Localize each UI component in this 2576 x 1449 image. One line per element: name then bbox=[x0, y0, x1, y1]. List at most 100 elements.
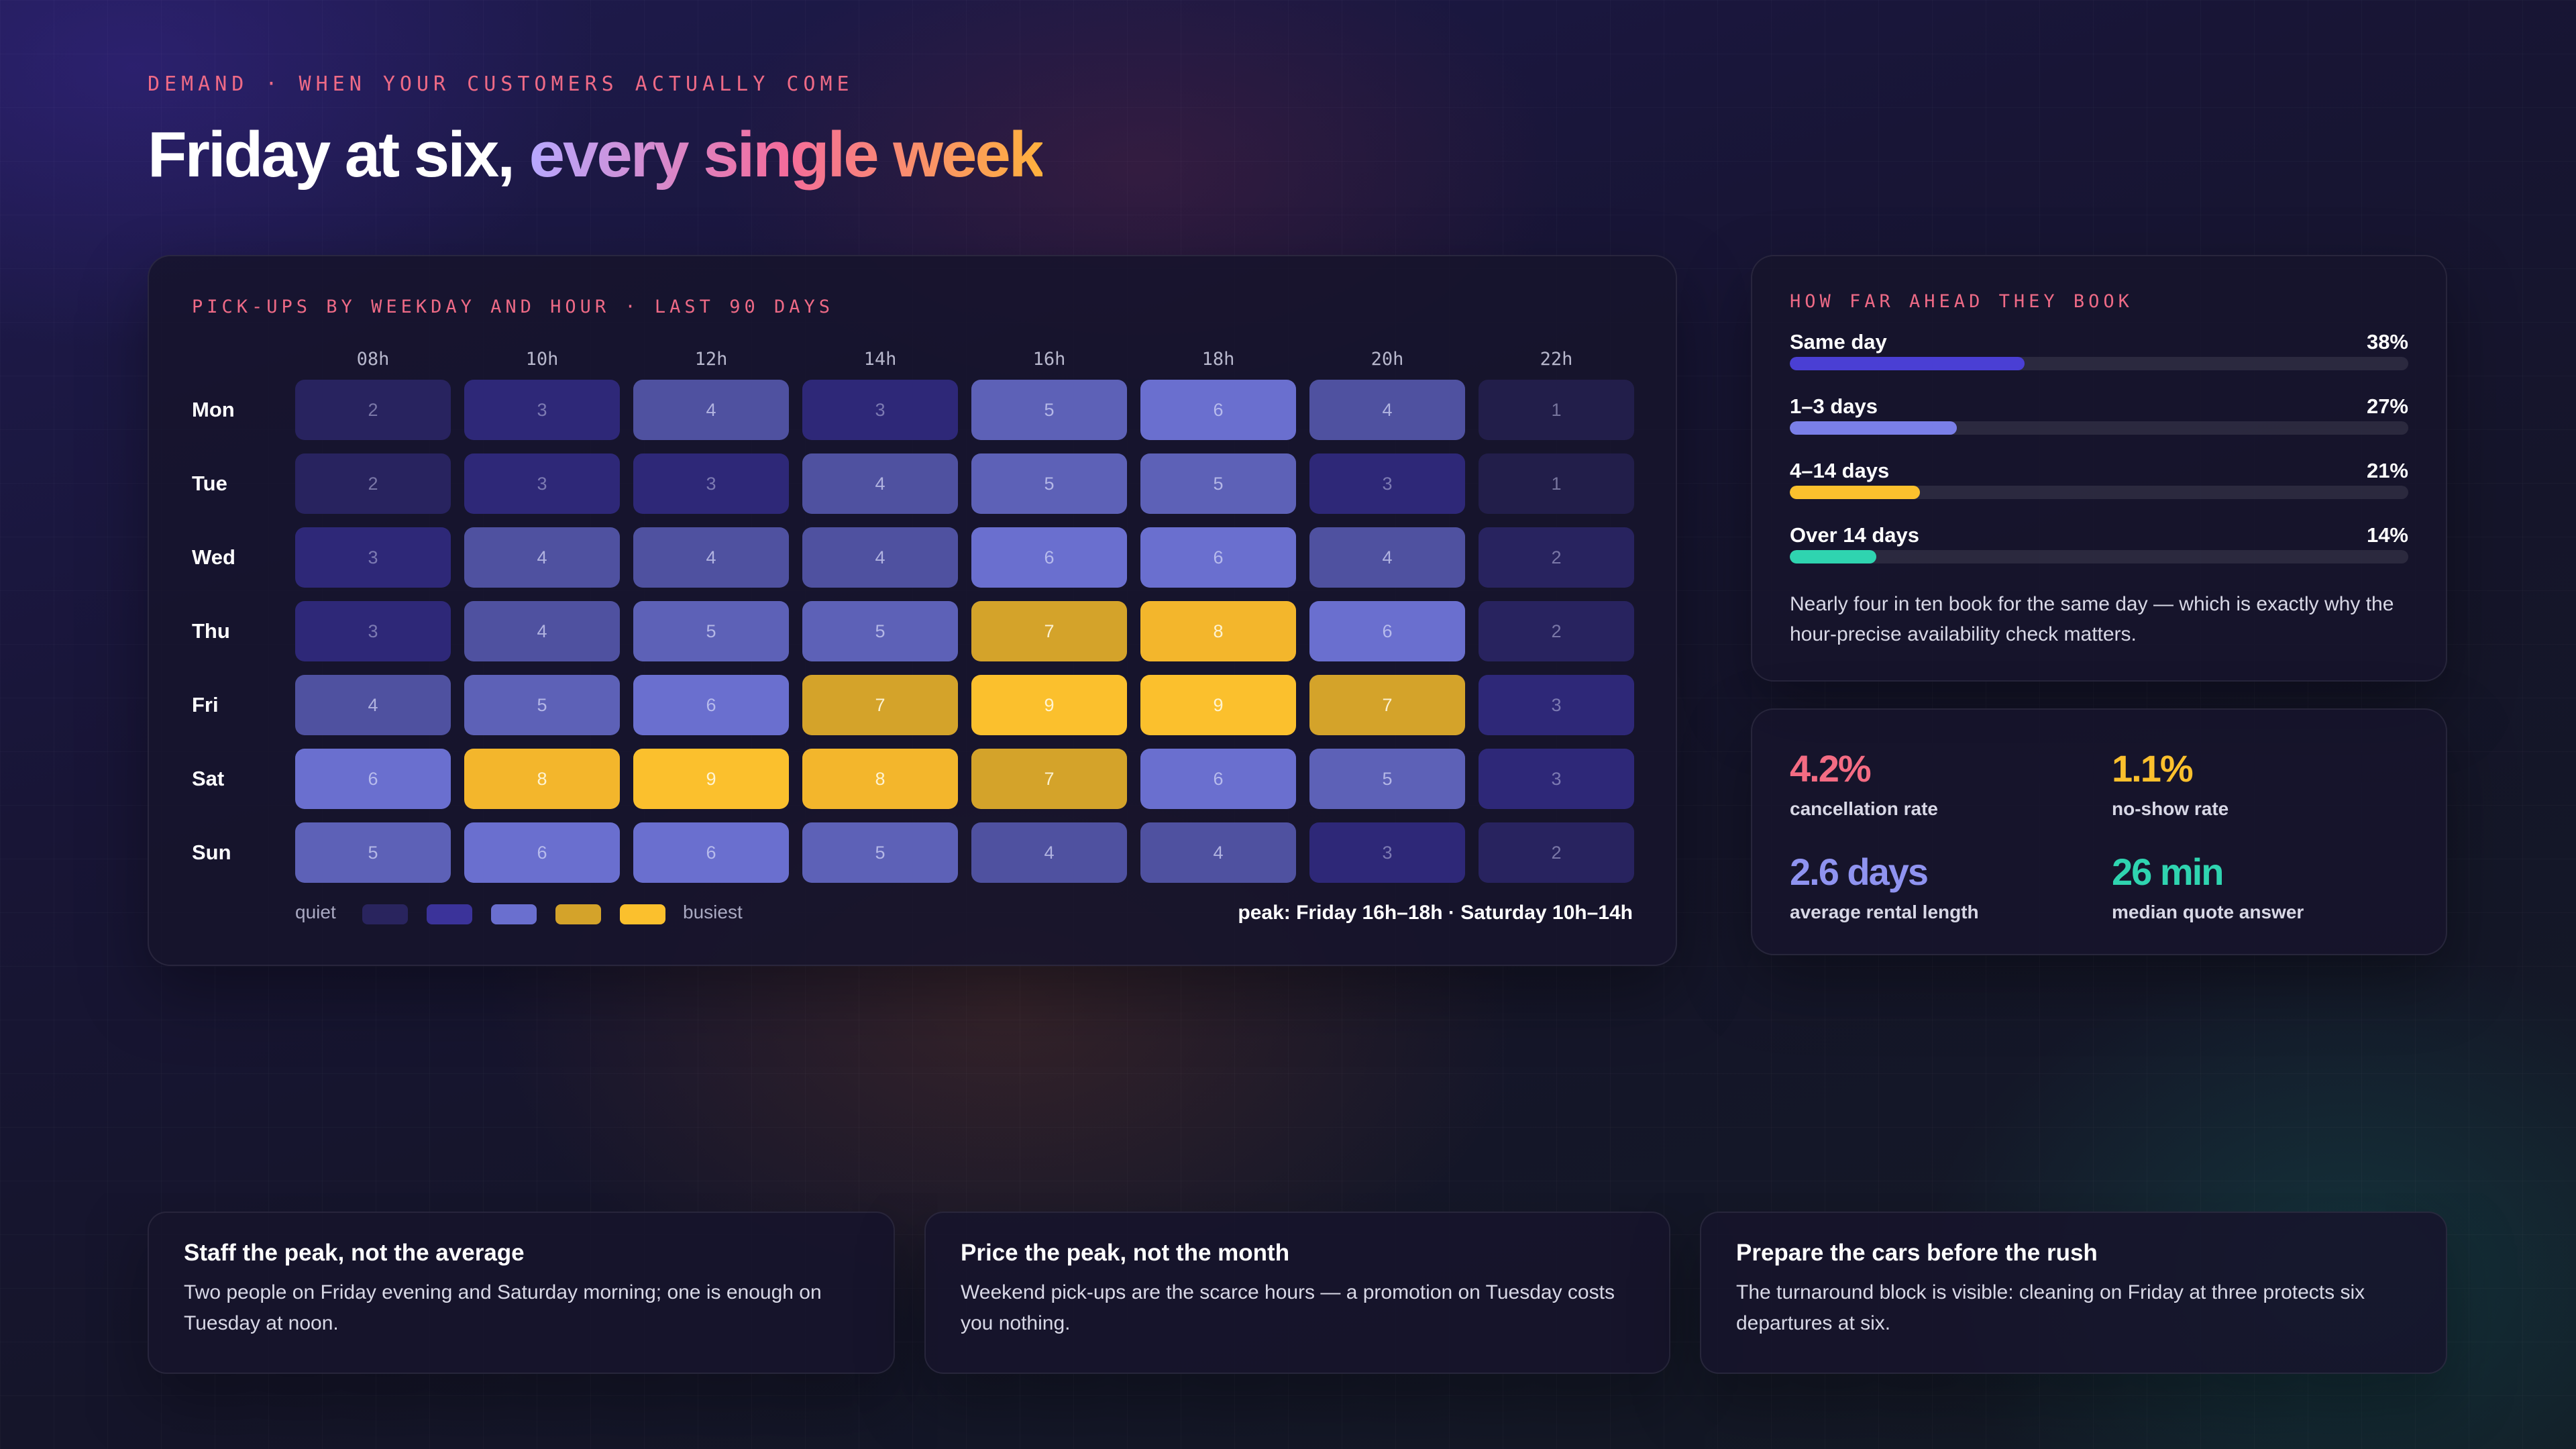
stat-quote-answer: 26 min median quote answer bbox=[2112, 853, 2304, 923]
heatmap-cell: 2 bbox=[1479, 527, 1634, 588]
heatmap-cell: 4 bbox=[1309, 380, 1465, 440]
heatmap-cell: 8 bbox=[1140, 601, 1296, 661]
stat-label: no-show rate bbox=[2112, 798, 2229, 819]
stat-rental-length: 2.6 days average rental length bbox=[1790, 853, 1979, 923]
heatmap-cell: 6 bbox=[633, 675, 789, 735]
tip-card-staff: Staff the peak, not the average Two peop… bbox=[148, 1212, 895, 1374]
heatmap-cell: 5 bbox=[971, 453, 1127, 514]
heatmap-cell: 3 bbox=[1479, 749, 1634, 809]
heatmap-cell: 1 bbox=[1479, 380, 1634, 440]
heatmap-cell: 3 bbox=[1309, 453, 1465, 514]
stat-label: cancellation rate bbox=[1790, 798, 1938, 819]
heatmap-title: PICK-UPS BY WEEKDAY AND HOUR · LAST 90 D… bbox=[192, 297, 834, 317]
booking-track bbox=[1790, 421, 2408, 435]
legend-swatch bbox=[427, 904, 472, 924]
hour-label: 16h bbox=[1032, 349, 1066, 370]
booking-row: Over 14 days 14% bbox=[1790, 523, 2408, 577]
heatmap-cell: 6 bbox=[1140, 749, 1296, 809]
day-label: Fri bbox=[192, 693, 219, 716]
heatmap-cell: 4 bbox=[464, 601, 620, 661]
stat-value: 1.1% bbox=[2112, 747, 2194, 790]
booking-title: HOW FAR AHEAD THEY BOOK bbox=[1790, 291, 2133, 312]
heatmap-cell: 5 bbox=[802, 601, 958, 661]
heatmap-cell: 3 bbox=[633, 453, 789, 514]
booking-row: Same day 38% bbox=[1790, 330, 2408, 384]
hour-label: 12h bbox=[694, 349, 728, 370]
page-headline: Friday at six, every single week bbox=[148, 119, 1045, 191]
stat-value: 26 min bbox=[2112, 851, 2224, 893]
day-label: Tue bbox=[192, 472, 227, 495]
heatmap-cell: 2 bbox=[295, 453, 451, 514]
booking-row: 4–14 days 21% bbox=[1790, 459, 2408, 513]
heatmap-cell: 3 bbox=[295, 527, 451, 588]
heatmap-cell: 3 bbox=[295, 601, 451, 661]
tip-body: Weekend pick-ups are the scarce hours — … bbox=[961, 1281, 1615, 1334]
stat-no-show: 1.1% no-show rate bbox=[2112, 750, 2229, 820]
heatmap-cell: 4 bbox=[633, 527, 789, 588]
booking-percent: 14% bbox=[2366, 523, 2408, 547]
legend-low-label: quiet bbox=[295, 902, 336, 922]
heatmap-cell: 4 bbox=[802, 527, 958, 588]
booking-fill bbox=[1790, 486, 1920, 499]
heatmap-cell: 5 bbox=[464, 675, 620, 735]
tip-title: Prepare the cars before the rush bbox=[1736, 1240, 2098, 1266]
heatmap-cell: 3 bbox=[464, 380, 620, 440]
heatmap-cell: 5 bbox=[1309, 749, 1465, 809]
heatmap-cell: 5 bbox=[633, 601, 789, 661]
booking-fill bbox=[1790, 550, 1877, 564]
legend-high-label: busiest bbox=[683, 902, 743, 922]
tip-card-price: Price the peak, not the month Weekend pi… bbox=[924, 1212, 1670, 1374]
day-label: Sat bbox=[192, 767, 225, 790]
stat-label: average rental length bbox=[1790, 902, 1979, 922]
heatmap-cell: 3 bbox=[464, 453, 620, 514]
booking-label: 4–14 days bbox=[1790, 459, 1890, 482]
heatmap-cell: 7 bbox=[971, 749, 1127, 809]
booking-percent: 21% bbox=[2366, 459, 2408, 482]
booking-percent: 38% bbox=[2366, 330, 2408, 354]
stat-cancellation: 4.2% cancellation rate bbox=[1790, 750, 1938, 820]
heatmap-cell: 8 bbox=[464, 749, 620, 809]
heatmap-cell: 6 bbox=[464, 822, 620, 883]
booking-label: Same day bbox=[1790, 330, 1887, 354]
section-eyebrow: DEMAND · WHEN YOUR CUSTOMERS ACTUALLY CO… bbox=[148, 72, 854, 96]
heatmap-cell: 7 bbox=[971, 601, 1127, 661]
heatmap-cell: 3 bbox=[802, 380, 958, 440]
heatmap-cell: 4 bbox=[295, 675, 451, 735]
booking-fill bbox=[1790, 421, 1957, 435]
legend-swatch bbox=[491, 904, 537, 924]
heatmap-cell: 3 bbox=[1479, 675, 1634, 735]
stats-card: 4.2% cancellation rate 1.1% no-show rate… bbox=[1751, 708, 2447, 955]
day-label: Wed bbox=[192, 545, 235, 569]
hour-label: 18h bbox=[1201, 349, 1235, 370]
booking-fill bbox=[1790, 357, 2025, 370]
heatmap-cell: 6 bbox=[633, 822, 789, 883]
day-label: Thu bbox=[192, 619, 230, 643]
stat-value: 4.2% bbox=[1790, 747, 1872, 790]
headline-gradient: every single week bbox=[529, 119, 1045, 191]
booking-horizon-card: HOW FAR AHEAD THEY BOOK Same day 38% 1–3 d… bbox=[1751, 255, 2447, 682]
heatmap-cell: 2 bbox=[1479, 601, 1634, 661]
booking-note: Nearly four in ten book for the same day… bbox=[1790, 593, 2394, 645]
tip-card-prepare: Prepare the cars before the rush The tur… bbox=[1700, 1212, 2447, 1374]
booking-percent: 27% bbox=[2366, 394, 2408, 418]
heatmap-cell: 6 bbox=[1140, 380, 1296, 440]
heatmap-cell: 7 bbox=[802, 675, 958, 735]
heatmap-cell: 9 bbox=[1140, 675, 1296, 735]
day-label: Sun bbox=[192, 841, 231, 864]
heatmap-cell: 1 bbox=[1479, 453, 1634, 514]
heatmap-cell: 4 bbox=[802, 453, 958, 514]
peak-note: peak: Friday 16h–18h · Saturday 10h–14h bbox=[1238, 902, 1633, 924]
heatmap-cell: 5 bbox=[971, 380, 1127, 440]
booking-track bbox=[1790, 357, 2408, 370]
heatmap-cell: 4 bbox=[1309, 527, 1465, 588]
tip-body: Two people on Friday evening and Saturda… bbox=[184, 1281, 822, 1334]
heatmap-cell: 9 bbox=[971, 675, 1127, 735]
heatmap-cell: 6 bbox=[295, 749, 451, 809]
heatmap-cell: 5 bbox=[1140, 453, 1296, 514]
hour-label: 20h bbox=[1371, 349, 1404, 370]
heatmap-cell: 6 bbox=[1140, 527, 1296, 588]
hour-label: 10h bbox=[525, 349, 559, 370]
heatmap-cell: 3 bbox=[1309, 822, 1465, 883]
hour-label: 14h bbox=[863, 349, 897, 370]
booking-track bbox=[1790, 486, 2408, 499]
